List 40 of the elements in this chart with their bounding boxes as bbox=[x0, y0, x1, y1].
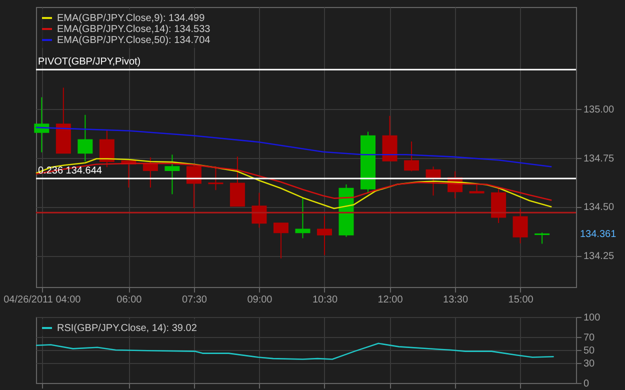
legend-label: EMA(GBP/JPY.Close,50): 134.704 bbox=[57, 35, 211, 46]
y-tick-label: 134.25 bbox=[584, 251, 615, 262]
y-tick-label: 135.00 bbox=[584, 104, 615, 116]
x-tick-label: 06:00 bbox=[116, 294, 142, 306]
y-tick-label: 30 bbox=[584, 358, 596, 370]
candlestick bbox=[186, 164, 202, 209]
candlestick bbox=[34, 96, 50, 153]
legend-label: EMA(GBP/JPY.Close,14): 134.533 bbox=[57, 24, 211, 35]
candlestick bbox=[534, 232, 550, 244]
text: 134.361 bbox=[580, 228, 617, 240]
y-tick-label: 70 bbox=[584, 332, 596, 344]
candlestick bbox=[295, 198, 310, 239]
legend-label: EMA(GBP/JPY.Close,9): 134.499 bbox=[57, 13, 206, 24]
y-tick-label: 0 bbox=[584, 378, 590, 390]
x-tick-label: 13:30 bbox=[443, 294, 468, 306]
legend-label: RSI(GBP/JPY.Close, 14): 39.02 bbox=[57, 323, 198, 334]
candlestick bbox=[404, 141, 420, 172]
x-tick-label: 04/26/2011 04:00 bbox=[4, 294, 82, 306]
candlestick bbox=[252, 192, 267, 228]
x-tick-label: 12:00 bbox=[378, 294, 404, 306]
candlestick bbox=[142, 156, 158, 188]
candlestick bbox=[512, 208, 528, 244]
y-tick-label: 134.50 bbox=[584, 202, 615, 214]
candlestick bbox=[426, 166, 441, 196]
x-tick-label: 07:30 bbox=[182, 294, 208, 306]
candlestick bbox=[78, 114, 93, 162]
candlestick bbox=[164, 154, 180, 195]
x-tick-label: 10:30 bbox=[312, 294, 338, 306]
candlestick bbox=[316, 215, 332, 256]
candlestick bbox=[99, 129, 114, 168]
candlestick bbox=[273, 222, 288, 259]
y-tick-label: 134.75 bbox=[584, 153, 615, 164]
x-tick-label: 15:00 bbox=[508, 294, 534, 306]
y-tick-label: 50 bbox=[584, 346, 596, 356]
candlestick bbox=[230, 156, 245, 207]
ref-line-label: PIVOT(GBP/JPY,Pivot) bbox=[38, 56, 141, 68]
line-series bbox=[35, 342, 554, 360]
x-tick-label: 09:00 bbox=[247, 294, 273, 306]
candlestick bbox=[208, 166, 224, 191]
y-tick-label: 100 bbox=[584, 312, 601, 324]
